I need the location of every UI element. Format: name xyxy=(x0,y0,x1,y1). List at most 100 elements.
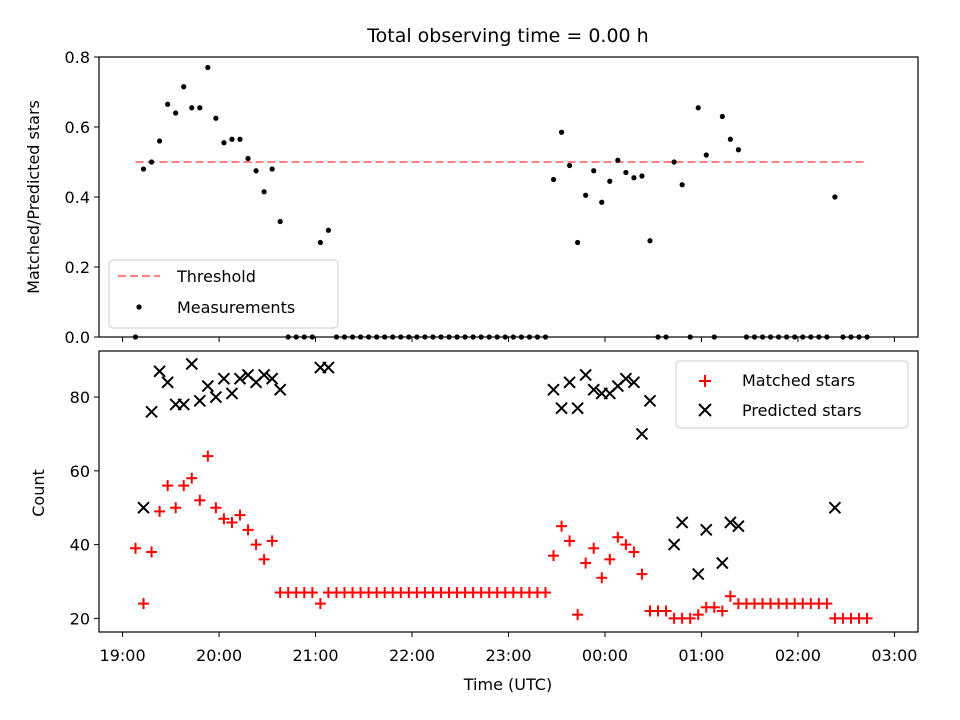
predicted-point xyxy=(185,357,198,371)
matched-point xyxy=(724,590,736,602)
count-panel: Count Time (UTC) 20 40 60 80 19:00 20:00 21:0… xyxy=(29,350,919,694)
matched-point xyxy=(162,480,174,492)
ratio-y-tick-label: 0.0 xyxy=(65,328,90,347)
measurement-point xyxy=(599,199,605,205)
measurement-point xyxy=(156,138,163,144)
measurement-point xyxy=(615,157,621,163)
x-tick-label: 20:00 xyxy=(196,646,242,665)
measurement-point xyxy=(213,115,219,121)
predicted-point xyxy=(579,368,592,382)
predicted-point xyxy=(177,398,190,411)
matched-point xyxy=(708,601,720,613)
measurement-point xyxy=(607,178,613,184)
measurement-point xyxy=(623,169,629,176)
measurement-point xyxy=(591,168,597,174)
measurement-point xyxy=(205,64,211,71)
measurement-point xyxy=(727,136,733,142)
matched-point xyxy=(129,542,141,554)
predicted-point xyxy=(555,401,568,415)
measurement-point xyxy=(325,227,332,233)
legend-matched-marker xyxy=(699,375,711,387)
x-axis-label: Time (UTC) xyxy=(463,675,552,694)
measurement-point xyxy=(575,239,581,246)
measurement-point xyxy=(229,136,235,142)
measurement-point xyxy=(832,194,838,200)
measurement-point xyxy=(277,218,283,225)
predicted-point xyxy=(619,372,633,385)
measurement-point xyxy=(237,136,243,142)
legend-threshold-label: Threshold xyxy=(176,267,256,286)
matched-point xyxy=(250,539,262,551)
matched-point xyxy=(138,598,150,610)
matched-point xyxy=(564,535,576,547)
legend-measurements-marker xyxy=(136,304,142,310)
matched-point xyxy=(628,546,640,558)
measurement-point xyxy=(221,140,227,146)
predicted-point xyxy=(257,368,271,382)
measurement-point xyxy=(703,152,709,158)
ratio-panel: Total observing time = 0.00 h Matched/Pr… xyxy=(24,25,919,347)
x-tick-label: 23:00 xyxy=(485,646,531,665)
matched-point xyxy=(226,516,238,528)
count-y-tick-label: 60 xyxy=(70,462,90,481)
legend-measurements-label: Measurements xyxy=(177,298,295,317)
x-tick-label: 01:00 xyxy=(678,646,724,665)
predicted-point xyxy=(209,390,223,404)
matched-point xyxy=(314,598,326,610)
predicted-point xyxy=(563,376,576,389)
matched-point xyxy=(178,480,190,492)
matched-point xyxy=(612,531,624,543)
count-y-axis-label: Count xyxy=(29,469,48,517)
matched-point xyxy=(154,505,166,517)
measurement-point xyxy=(671,159,677,165)
measurement-point xyxy=(189,105,195,111)
predicted-point xyxy=(217,372,231,385)
count-y-tick-label: 40 xyxy=(70,536,90,555)
measurement-point xyxy=(639,173,645,179)
predicted-point xyxy=(667,538,681,551)
matched-point xyxy=(556,520,568,532)
matched-point xyxy=(572,609,584,621)
x-tick-label: 00:00 xyxy=(582,646,628,665)
count-y-tick-label: 80 xyxy=(70,388,90,407)
measurement-point xyxy=(719,113,725,120)
predicted-point xyxy=(225,387,239,400)
x-tick-label: 02:00 xyxy=(775,646,821,665)
matched-point xyxy=(821,598,833,610)
predicted-point xyxy=(643,394,657,407)
predicted-point xyxy=(137,501,150,514)
matched-point xyxy=(636,568,648,580)
count-legend: Matched stars Predicted stars xyxy=(675,360,909,429)
legend-matched-label: Matched stars xyxy=(742,371,855,390)
matched-point xyxy=(660,605,672,617)
matched-point xyxy=(234,509,246,521)
predicted-point xyxy=(273,383,287,396)
measurement-point xyxy=(647,238,653,244)
ratio-y-tick-label: 0.4 xyxy=(65,188,90,207)
predicted-point xyxy=(692,567,705,581)
ratio-y-tick-label: 0.8 xyxy=(65,48,90,67)
measurement-point xyxy=(583,192,589,198)
matched-point xyxy=(186,472,198,484)
predicted-point xyxy=(732,519,745,533)
measurement-point xyxy=(317,239,323,246)
ratio-legend: Threshold Measurements xyxy=(108,259,339,329)
measurement-point xyxy=(735,147,742,153)
matched-point xyxy=(861,612,873,624)
matched-point xyxy=(258,553,270,565)
measurement-point xyxy=(253,168,259,174)
predicted-point xyxy=(193,394,206,407)
x-tick-label: 22:00 xyxy=(389,646,435,665)
ratio-y-tick-label: 0.6 xyxy=(65,118,90,137)
measurement-point xyxy=(181,84,187,90)
x-tick-label: 03:00 xyxy=(871,646,917,665)
predicted-point xyxy=(322,361,335,374)
predicted-point xyxy=(161,376,174,389)
measurement-point xyxy=(269,166,275,172)
legend-predicted-marker xyxy=(698,403,712,417)
matched-point xyxy=(146,546,158,558)
measurement-point xyxy=(261,189,267,195)
predicted-point xyxy=(675,516,689,529)
matched-point xyxy=(210,502,222,514)
